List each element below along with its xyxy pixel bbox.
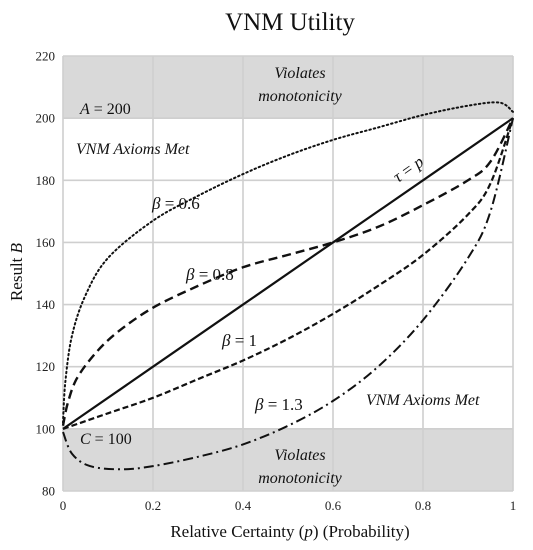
y-tick-label: 140 — [36, 297, 56, 312]
x-tick-label: 0.8 — [415, 498, 431, 513]
shaded-region-1 — [63, 428, 513, 491]
series-line-3 — [62, 101, 514, 424]
y-tick-label: 80 — [42, 484, 55, 499]
x-tick-label: 1 — [510, 498, 517, 513]
x-tick-label: 0.6 — [325, 498, 342, 513]
series-label-beta-1.3: β = 1.3 — [254, 395, 303, 414]
bottom-region-label-2: monotonicity — [258, 470, 342, 487]
shaded-region-0 — [63, 56, 513, 119]
y-tick-label: 200 — [36, 111, 56, 126]
series-group — [61, 101, 515, 471]
series-label-beta-0.8: β = 0.8 — [185, 265, 234, 284]
x-tick-label: 0 — [60, 498, 67, 513]
top-region-label-2: monotonicity — [258, 88, 342, 105]
series-label-beta-1: β = 1 — [221, 331, 257, 350]
c-bound-label: C = 100 — [80, 431, 132, 448]
y-tick-label: 180 — [36, 173, 56, 188]
y-tick-labels: 80 100 120 140 160 180 200 220 — [36, 49, 56, 499]
series-label-beta-0.6: β = 0.6 — [151, 194, 200, 213]
series-line-2 — [61, 117, 515, 427]
top-region-label-1: Violates — [274, 65, 325, 82]
series-line-1 — [62, 117, 515, 430]
y-tick-label: 220 — [36, 49, 56, 64]
chart-title: VNM Utility — [225, 9, 355, 36]
a-bound-label: A = 200 — [79, 101, 131, 118]
x-tick-labels: 0 0.2 0.4 0.6 0.8 1 — [60, 498, 517, 513]
y-tick-label: 120 — [36, 359, 56, 374]
shaded-regions — [63, 56, 513, 491]
series-line-0 — [62, 117, 514, 430]
x-axis-label: Relative Certainty (p) (Probability) — [170, 522, 409, 541]
y-axis-label: Result B — [7, 242, 26, 301]
x-tick-label: 0.4 — [235, 498, 252, 513]
gridlines — [62, 55, 514, 492]
y-tick-label: 100 — [36, 421, 56, 436]
y-tick-label: 160 — [36, 235, 56, 250]
x-tick-label: 0.2 — [145, 498, 161, 513]
axioms-met-label-bottom: VNM Axioms Met — [366, 392, 480, 409]
axioms-met-label-top: VNM Axioms Met — [76, 141, 190, 158]
bottom-region-label-1: Violates — [274, 447, 325, 464]
series-line-4 — [62, 117, 514, 471]
